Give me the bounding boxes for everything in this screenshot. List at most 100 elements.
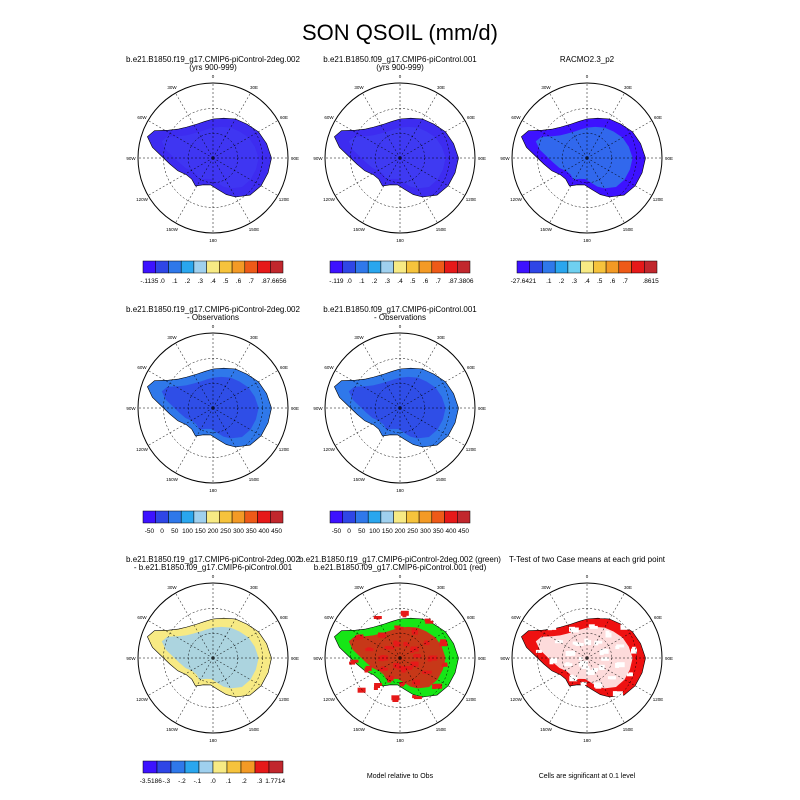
- meridian-line: [334, 120, 401, 159]
- grid-cell-mark: [410, 647, 415, 653]
- colorbar-label: .7: [435, 278, 441, 285]
- meridian-line: [399, 620, 466, 659]
- colorbar-label: 200: [395, 528, 406, 535]
- continent-interior: [535, 126, 633, 189]
- longitude-label: 120W: [510, 697, 523, 702]
- longitude-label: 30W: [541, 585, 551, 590]
- longitude-label: 90E: [291, 656, 299, 661]
- colorbar-label: .1: [226, 778, 232, 785]
- grid-cell-mark: [401, 666, 407, 672]
- longitude-label: 60E: [467, 115, 475, 120]
- map-panel: b.e21.B1850.f09_g17.CMIP6-piControl.001-…: [313, 305, 486, 535]
- longitude-label: 30E: [250, 335, 258, 340]
- colorbar-swatch: [529, 260, 543, 274]
- grid-cell-mark: [399, 682, 406, 685]
- longitude-label: 30E: [250, 585, 258, 590]
- meridian-line: [549, 92, 588, 159]
- meridian-line: [212, 407, 251, 474]
- colorbar-swatch: [193, 260, 207, 274]
- colorbar-swatch: [580, 260, 594, 274]
- longitude-label: 150E: [249, 727, 260, 732]
- grid-cell-mark: [615, 662, 620, 668]
- grid-cell-mark: [592, 698, 600, 702]
- longitude-label: 120W: [136, 697, 149, 702]
- meridian-line: [212, 370, 279, 409]
- grid-cell-mark: [569, 693, 578, 699]
- colorbar-swatch: [155, 260, 169, 274]
- colorbar-label: -27.6421: [511, 278, 537, 285]
- longitude-label: 150W: [353, 727, 366, 732]
- colorbar-label: 300: [233, 528, 244, 535]
- grid-cell-mark: [594, 642, 599, 646]
- colorbar-label: 200: [208, 528, 219, 535]
- colorbar-label: .4: [584, 278, 590, 285]
- colorbar-swatch: [355, 510, 369, 524]
- meridian-line: [586, 157, 653, 196]
- longitude-label: 30E: [437, 335, 445, 340]
- colorbar-swatch: [406, 510, 420, 524]
- colorbar-label: .0: [210, 778, 216, 785]
- longitude-label: 60W: [137, 615, 147, 620]
- grid-cell-mark: [592, 668, 599, 671]
- meridian-line: [212, 407, 279, 446]
- longitude-label: 0: [212, 324, 215, 329]
- colorbar-swatch: [244, 510, 258, 524]
- grid-cell-mark: [570, 627, 579, 633]
- longitude-label: 180: [209, 238, 217, 243]
- grid-cell-mark: [412, 679, 420, 685]
- grid-cell-mark: [578, 657, 583, 660]
- meridian-line: [362, 157, 401, 224]
- grid-cell-mark: [423, 642, 430, 646]
- longitude-label: 120E: [279, 447, 290, 452]
- grid-cell-mark: [612, 691, 617, 697]
- colorbar-label: .4: [397, 278, 403, 285]
- colorbar-swatch: [257, 510, 271, 524]
- colorbar-swatch: [142, 760, 158, 774]
- grid-cell-mark: [554, 680, 559, 684]
- grid-cell-mark: [582, 664, 586, 668]
- grid-cell-mark: [380, 666, 385, 670]
- longitude-label: 90E: [478, 406, 486, 411]
- colorbar-label: .8: [448, 278, 454, 285]
- meridian-line: [175, 592, 214, 659]
- colorbar-label: 400: [258, 528, 269, 535]
- meridian-line: [212, 92, 251, 159]
- colorbar-swatch: [644, 260, 658, 274]
- longitude-label: 0: [586, 574, 589, 579]
- grid-cell-mark: [565, 662, 570, 666]
- longitude-label: 60W: [137, 365, 147, 370]
- grid-cell-mark: [589, 625, 598, 629]
- meridian-line: [147, 157, 214, 196]
- grid-cell-mark: [616, 644, 625, 648]
- colorbar-label: .5: [223, 278, 229, 285]
- colorbar-swatch: [219, 510, 233, 524]
- colorbar-label: .0: [346, 278, 352, 285]
- figure-title: SON QSOIL (mm/d): [302, 20, 498, 45]
- grid-cell-mark: [550, 624, 557, 630]
- meridian-line: [362, 407, 401, 474]
- meridian-line: [521, 620, 588, 659]
- grid-cell-mark: [554, 678, 561, 682]
- meridian-line: [147, 370, 214, 409]
- meridian-line: [549, 657, 588, 724]
- colorbar-label: 350: [433, 528, 444, 535]
- colorbar-swatch: [257, 260, 271, 274]
- grid-cell-mark: [387, 675, 394, 681]
- colorbar-label: .2: [559, 278, 565, 285]
- longitude-label: 180: [209, 488, 217, 493]
- colorbar-label: -3.5186: [140, 778, 162, 785]
- colorbar-label: .7: [248, 278, 254, 285]
- longitude-label: 150W: [166, 477, 179, 482]
- grid-cell-mark: [424, 640, 429, 644]
- grid-cell-mark: [586, 668, 591, 674]
- meridian-line: [399, 407, 438, 474]
- colorbar-swatch: [231, 510, 246, 524]
- meridian-line: [399, 370, 466, 409]
- colorbar-label: .5: [410, 278, 416, 285]
- panel-footer: Model relative to Obs: [367, 773, 434, 780]
- longitude-label: 120W: [136, 447, 149, 452]
- colorbar-label: .6: [236, 278, 242, 285]
- meridian-line: [175, 92, 214, 159]
- colorbar-label: 100: [182, 528, 193, 535]
- colorbar-swatch: [156, 760, 172, 774]
